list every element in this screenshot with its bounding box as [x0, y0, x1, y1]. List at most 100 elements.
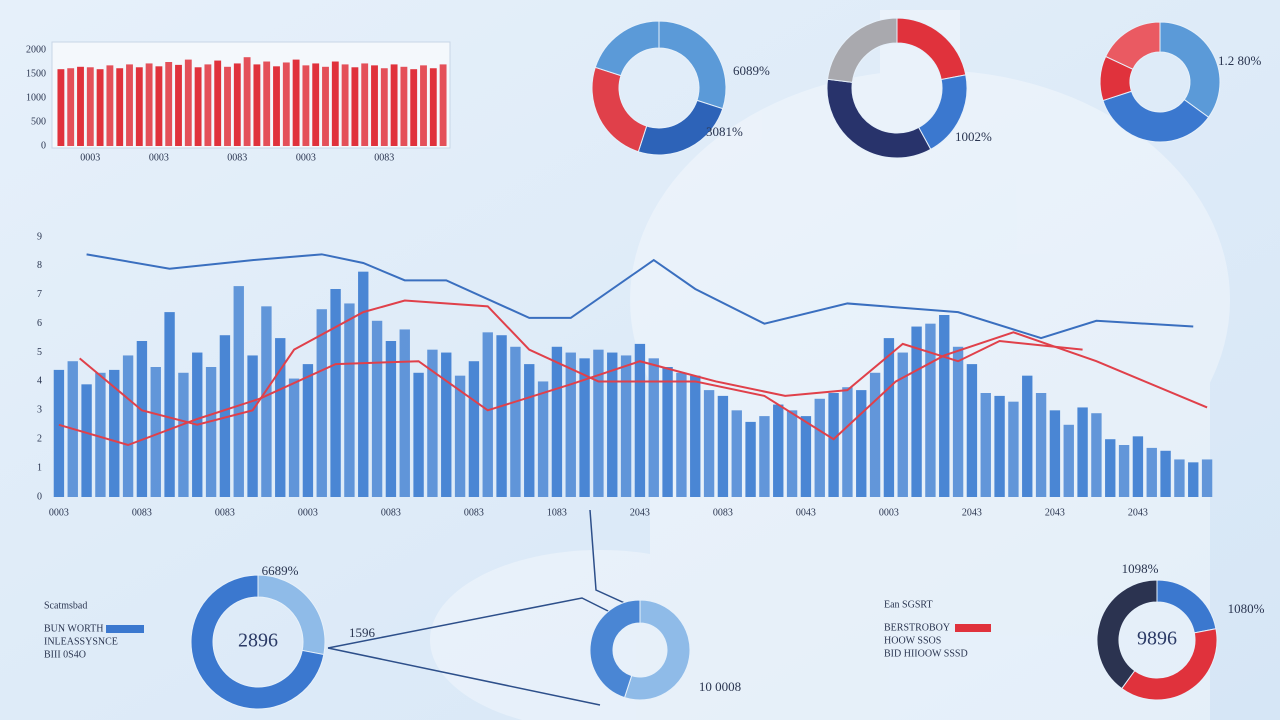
x-tick-label: 2043	[962, 507, 982, 518]
bar	[331, 61, 339, 146]
bar	[204, 64, 212, 146]
bar	[275, 338, 286, 497]
bar	[263, 61, 271, 146]
x-tick-label: 0083	[227, 152, 247, 163]
bar	[607, 352, 618, 497]
bar	[1035, 393, 1047, 497]
bar	[1160, 450, 1171, 497]
bar	[468, 361, 480, 497]
bar	[109, 369, 120, 497]
bar	[116, 68, 124, 146]
bar	[579, 358, 590, 497]
bar	[911, 326, 922, 497]
bar	[219, 335, 231, 497]
legend-label: BERSTROBOY	[884, 622, 950, 633]
annotation: 1002%	[955, 129, 992, 144]
bar	[454, 375, 466, 497]
bar	[358, 271, 369, 497]
bar	[194, 67, 202, 146]
bar	[135, 67, 143, 146]
bar	[371, 65, 378, 146]
bar	[351, 67, 359, 146]
x-tick-label: 0083	[464, 507, 484, 518]
x-tick-label: 1083	[547, 507, 567, 518]
bar	[233, 286, 244, 497]
y-tick-label: 7	[37, 289, 42, 300]
bar	[312, 63, 320, 146]
bar	[77, 66, 84, 146]
y-tick-label: 2	[37, 434, 42, 445]
legend-label: BUN WORTH	[44, 623, 104, 634]
bar	[81, 384, 92, 497]
series-line	[79, 299, 1208, 441]
y-tick-label: 3	[37, 405, 42, 416]
bar	[302, 65, 310, 146]
bar	[439, 64, 447, 146]
bar	[243, 57, 251, 147]
bar	[980, 393, 991, 497]
donut-segment	[1121, 628, 1218, 701]
annotation: 1596	[349, 625, 376, 640]
bar	[122, 355, 134, 497]
donut-segment	[1102, 90, 1210, 143]
bar	[800, 416, 812, 497]
bar	[150, 367, 161, 497]
y-tick-label: 0	[37, 491, 42, 502]
bar	[939, 315, 950, 497]
annotation: 1080%	[1228, 601, 1265, 616]
x-tick-label: 0003	[49, 507, 69, 518]
bar	[1118, 445, 1130, 497]
donut-segment	[1096, 579, 1158, 690]
series-line	[58, 339, 1083, 447]
x-tick-label: 0083	[132, 507, 152, 518]
x-tick-label: 2043	[1045, 507, 1065, 518]
bar	[773, 404, 784, 497]
bar	[214, 60, 222, 147]
bar	[178, 372, 189, 497]
bar	[341, 64, 349, 146]
bar	[273, 66, 280, 146]
y-tick-label: 0	[41, 140, 46, 151]
x-tick-label: 0003	[80, 152, 100, 163]
bar	[316, 309, 327, 497]
bar	[952, 346, 964, 497]
bar	[593, 349, 604, 497]
bar	[380, 68, 388, 146]
bar	[399, 329, 410, 497]
legend-label: BID HIIOOW SSSD	[884, 648, 968, 659]
donut-segment	[623, 599, 691, 701]
bar	[261, 306, 272, 497]
bar	[828, 393, 839, 497]
x-tick-label: 0083	[713, 507, 733, 518]
bar	[106, 65, 114, 146]
bar	[869, 372, 881, 497]
annotation: 6089%	[733, 63, 770, 78]
bar	[717, 395, 729, 497]
bar	[429, 68, 437, 146]
x-tick-label: 2043	[1128, 507, 1148, 518]
donut-segment	[1159, 21, 1221, 118]
bar	[1188, 462, 1199, 497]
bar	[86, 67, 94, 146]
annotation: 6689%	[262, 563, 299, 578]
bar	[1105, 439, 1116, 497]
bar	[126, 64, 133, 146]
annotation: 10 0008	[699, 679, 741, 694]
bar	[302, 364, 314, 497]
bar	[165, 62, 173, 146]
bar	[856, 390, 867, 497]
bar	[410, 69, 418, 146]
bar	[745, 421, 756, 497]
bar	[620, 355, 632, 497]
bar	[1201, 459, 1213, 497]
bar	[537, 381, 549, 497]
y-tick-label: 2000	[26, 44, 46, 55]
donut-segment	[826, 17, 898, 83]
bar	[67, 68, 75, 146]
y-tick-label: 1500	[26, 68, 46, 79]
legend-label: INLEASSYSNCE	[44, 636, 118, 647]
bar	[814, 398, 825, 497]
legend-swatch	[106, 625, 144, 633]
x-tick-label: 0083	[374, 152, 394, 163]
